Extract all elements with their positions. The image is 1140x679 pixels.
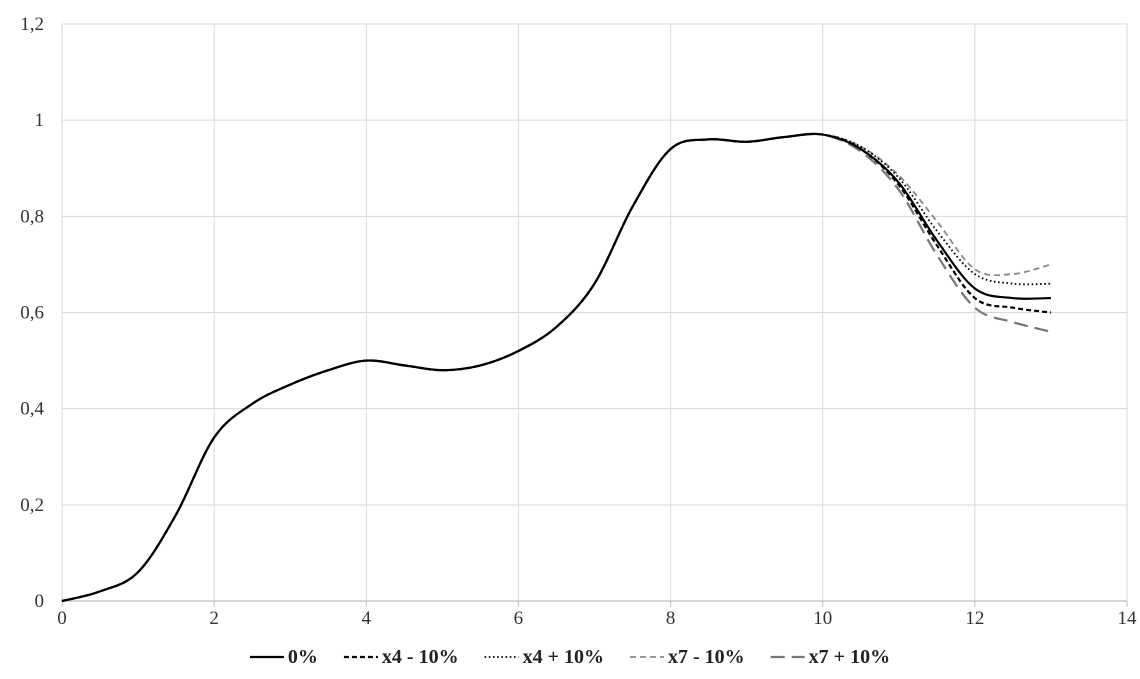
x-tick-label: 8 [666,608,676,629]
y-tick-label: 0,4 [20,399,44,420]
x-tick-label: 0 [57,608,67,629]
x-tick-label: 14 [1118,608,1138,629]
x-tick-label: 10 [813,608,832,629]
series-line-3 [61,133,1051,602]
y-tick-label: 1,2 [20,14,44,35]
x-tick-label: 12 [965,608,984,629]
legend-label: 0% [288,646,318,668]
series-lines [61,132,1052,603]
legend-label: x4 - 10% [382,646,459,668]
y-tick-label: 0,6 [20,303,44,324]
x-tick-label: 6 [514,608,524,629]
legend-item: 0% [249,646,318,668]
series-line-1 [61,132,1051,603]
legend-item: x4 - 10% [343,646,459,668]
legend-item: x7 + 10% [770,646,890,668]
series-line-4 [61,133,1052,602]
legend-item: x4 + 10% [484,646,604,668]
series-line-2 [61,132,1052,603]
x-tick-label: 2 [209,608,219,629]
x-tick-label: 4 [362,608,372,629]
legend: 0% x4 - 10% x4 + 10% x7 - 10% x7 + 10% [249,646,890,668]
legend-label: x7 - 10% [668,646,745,668]
legend-label: x4 + 10% [523,646,604,668]
grid [62,23,1128,601]
y-tick-label: 0 [35,591,45,612]
y-tick-label: 1 [35,110,45,131]
y-tick-label: 0,8 [20,206,44,227]
tick-labels: 0 2 4 6 8 10 12 14 0 0,2 0,4 0,6 0,8 1 1,2 [20,14,1137,629]
legend-label: x7 + 10% [809,646,890,668]
y-tick-label: 0,2 [20,495,44,516]
axes [61,24,1128,607]
series-line-5 [61,132,1052,603]
legend-item: x7 - 10% [630,646,745,668]
